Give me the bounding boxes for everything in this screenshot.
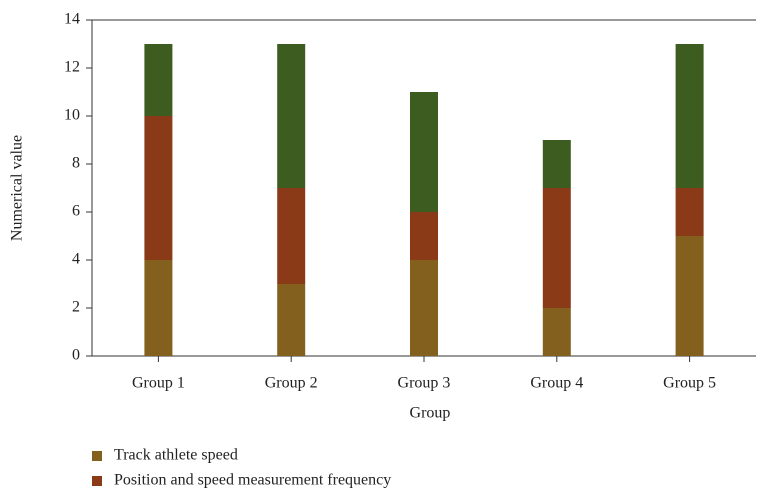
x-tick-label: Group 2 [265,375,318,392]
bar-segment [277,188,306,284]
bar-segment [144,260,173,356]
y-tick-label: 8 [72,155,80,172]
legend-label: Position and speed measurement frequency [114,472,391,489]
legend-swatch [92,451,102,461]
bar-segment [542,308,571,356]
y-tick-label: 0 [72,347,80,364]
x-tick-label: Group 5 [663,375,716,392]
x-tick-label: Group 1 [132,375,185,392]
bar-segment [675,44,704,188]
bar-segment [144,44,173,116]
bar-segment [410,92,438,212]
y-tick-label: 6 [72,203,80,220]
bar-segment [675,236,704,356]
bar-segment [410,260,438,356]
x-tick-label: Group 3 [398,375,451,392]
y-tick-label: 4 [72,251,80,268]
legend-label: Track athlete speed [114,447,238,464]
x-tick-label: Group 4 [530,375,583,392]
y-tick-label: 10 [64,107,80,124]
legend-swatch [92,476,102,486]
bar-segment [542,140,571,188]
y-axis-label: Numerical value [9,135,26,241]
bar-segment [277,284,306,356]
bar-segment [410,212,438,260]
bar-segment [675,188,704,236]
bar-segment [277,44,306,188]
bar-segment [144,116,173,260]
y-tick-label: 14 [64,11,80,28]
y-tick-label: 2 [72,299,80,316]
y-tick-label: 12 [64,59,80,76]
bar-segment [542,188,571,308]
x-axis-label: Group [410,405,451,422]
